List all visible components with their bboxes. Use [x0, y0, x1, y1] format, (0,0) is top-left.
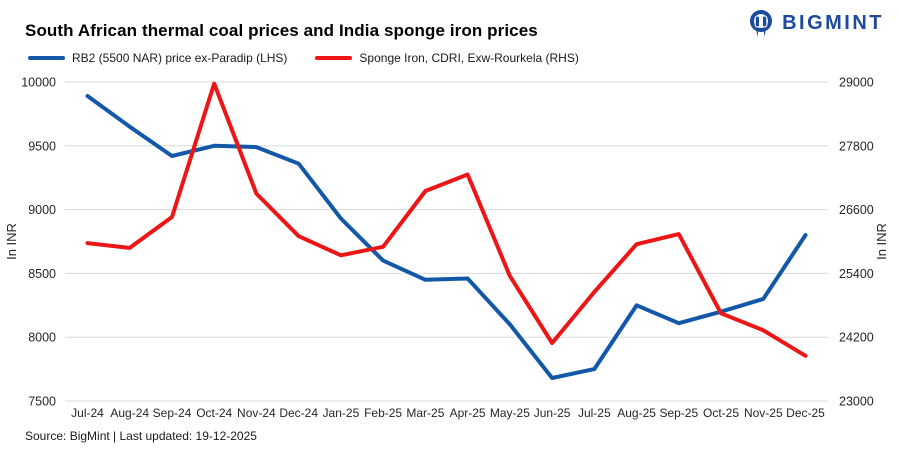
sponge-iron-line-swatch	[315, 56, 353, 60]
x-axis-tick-label: Oct-25	[703, 406, 739, 420]
coal-line-swatch	[28, 56, 65, 60]
x-axis-tick-label: Nov-25	[744, 406, 783, 420]
legend-label-sponge-iron: Sponge Iron, CDRI, Exw-Rourkela (RHS)	[359, 51, 579, 65]
x-axis-tick-label: Dec-24	[279, 406, 318, 420]
bigmint-logo-icon	[750, 10, 773, 37]
right-axis-tick-label: 23000	[839, 395, 874, 409]
right-axis-tick-label: 24200	[839, 331, 874, 345]
x-axis-tick-label: Mar-25	[406, 406, 444, 420]
legend: RB2 (5500 NAR) price ex-Paradip (LHS) Sp…	[28, 51, 579, 65]
bigmint-logo-text: BIGMINT	[782, 11, 884, 34]
x-axis-tick-label: May-25	[490, 406, 530, 420]
x-axis-tick-label: Jul-24	[71, 406, 104, 420]
source-note: Source: BigMint | Last updated: 19-12-20…	[25, 429, 257, 443]
x-axis-tick-label: Nov-24	[237, 406, 276, 420]
x-axis-tick-label: Oct-24	[196, 406, 232, 420]
x-axis-tick-label: Apr-25	[450, 406, 486, 420]
x-axis-tick-label: Jan-25	[323, 406, 360, 420]
left-axis-title: In INR	[4, 223, 19, 260]
x-axis-tick-label: Jul-25	[578, 406, 611, 420]
page-title: South African thermal coal prices and In…	[25, 21, 538, 40]
left-axis-tick-label: 7500	[28, 395, 56, 409]
right-axis-tick-label: 27800	[839, 139, 874, 153]
x-axis-tick-label: Aug-24	[110, 406, 149, 420]
legend-item-coal: RB2 (5500 NAR) price ex-Paradip (LHS)	[28, 51, 287, 65]
coal-price-line	[85, 94, 808, 380]
right-axis-title: In INR	[874, 223, 889, 260]
sponge-iron-line	[85, 81, 808, 358]
left-axis-tick-label: 10000	[21, 76, 56, 90]
right-axis-tick-label: 26600	[839, 203, 874, 217]
left-axis-tick-label: 8000	[28, 331, 56, 345]
x-axis-tick-label: Dec-25	[786, 406, 825, 420]
bigmint-logo: BIGMINT	[747, 8, 884, 38]
left-axis-tick-label: 9000	[28, 203, 56, 217]
right-axis-tick-label: 29000	[839, 76, 874, 90]
x-axis-tick-label: Sep-24	[153, 406, 192, 420]
x-axis-tick-label: Sep-25	[659, 406, 698, 420]
x-axis-tick-label: Feb-25	[364, 406, 402, 420]
right-axis-tick-label: 25400	[839, 267, 874, 281]
x-axis-tick-label: Aug-25	[617, 406, 656, 420]
left-axis-tick-label: 9500	[28, 139, 56, 153]
left-axis-tick-label: 8500	[28, 267, 56, 281]
x-axis-tick-label: Jun-25	[534, 406, 571, 420]
legend-label-coal: RB2 (5500 NAR) price ex-Paradip (LHS)	[72, 51, 288, 65]
legend-item-sponge-iron: Sponge Iron, CDRI, Exw-Rourkela (RHS)	[315, 51, 579, 65]
